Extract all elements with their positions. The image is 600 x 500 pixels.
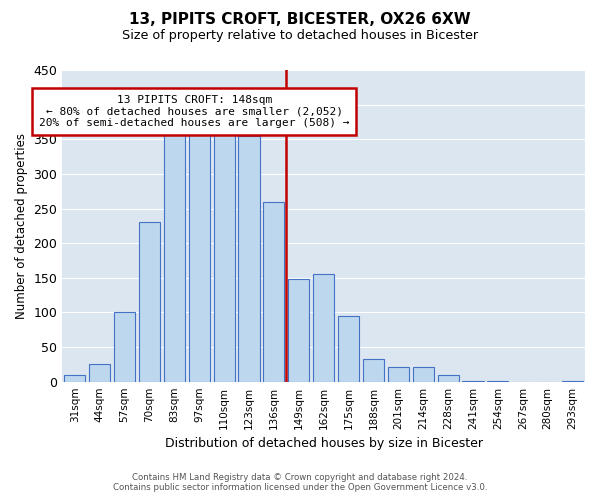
Bar <box>114 312 135 382</box>
Text: Contains HM Land Registry data © Crown copyright and database right 2024.
Contai: Contains HM Land Registry data © Crown c… <box>113 473 487 492</box>
Bar <box>463 381 484 382</box>
Bar <box>238 136 260 382</box>
Bar <box>487 381 508 382</box>
Bar <box>288 279 310 382</box>
Text: Size of property relative to detached houses in Bicester: Size of property relative to detached ho… <box>122 29 478 42</box>
Bar <box>188 126 210 382</box>
Text: 13 PIPITS CROFT: 148sqm
← 80% of detached houses are smaller (2,052)
20% of semi: 13 PIPITS CROFT: 148sqm ← 80% of detache… <box>39 95 349 128</box>
Bar <box>562 381 583 382</box>
Bar <box>214 126 235 382</box>
Bar <box>338 316 359 382</box>
X-axis label: Distribution of detached houses by size in Bicester: Distribution of detached houses by size … <box>164 437 482 450</box>
Bar <box>388 367 409 382</box>
Y-axis label: Number of detached properties: Number of detached properties <box>15 133 28 319</box>
Bar <box>89 364 110 382</box>
Bar <box>263 202 284 382</box>
Text: 13, PIPITS CROFT, BICESTER, OX26 6XW: 13, PIPITS CROFT, BICESTER, OX26 6XW <box>129 12 471 26</box>
Bar <box>64 375 85 382</box>
Bar <box>164 129 185 382</box>
Bar <box>139 222 160 382</box>
Bar <box>313 274 334 382</box>
Bar <box>363 359 384 382</box>
Bar <box>437 375 458 382</box>
Bar <box>413 367 434 382</box>
